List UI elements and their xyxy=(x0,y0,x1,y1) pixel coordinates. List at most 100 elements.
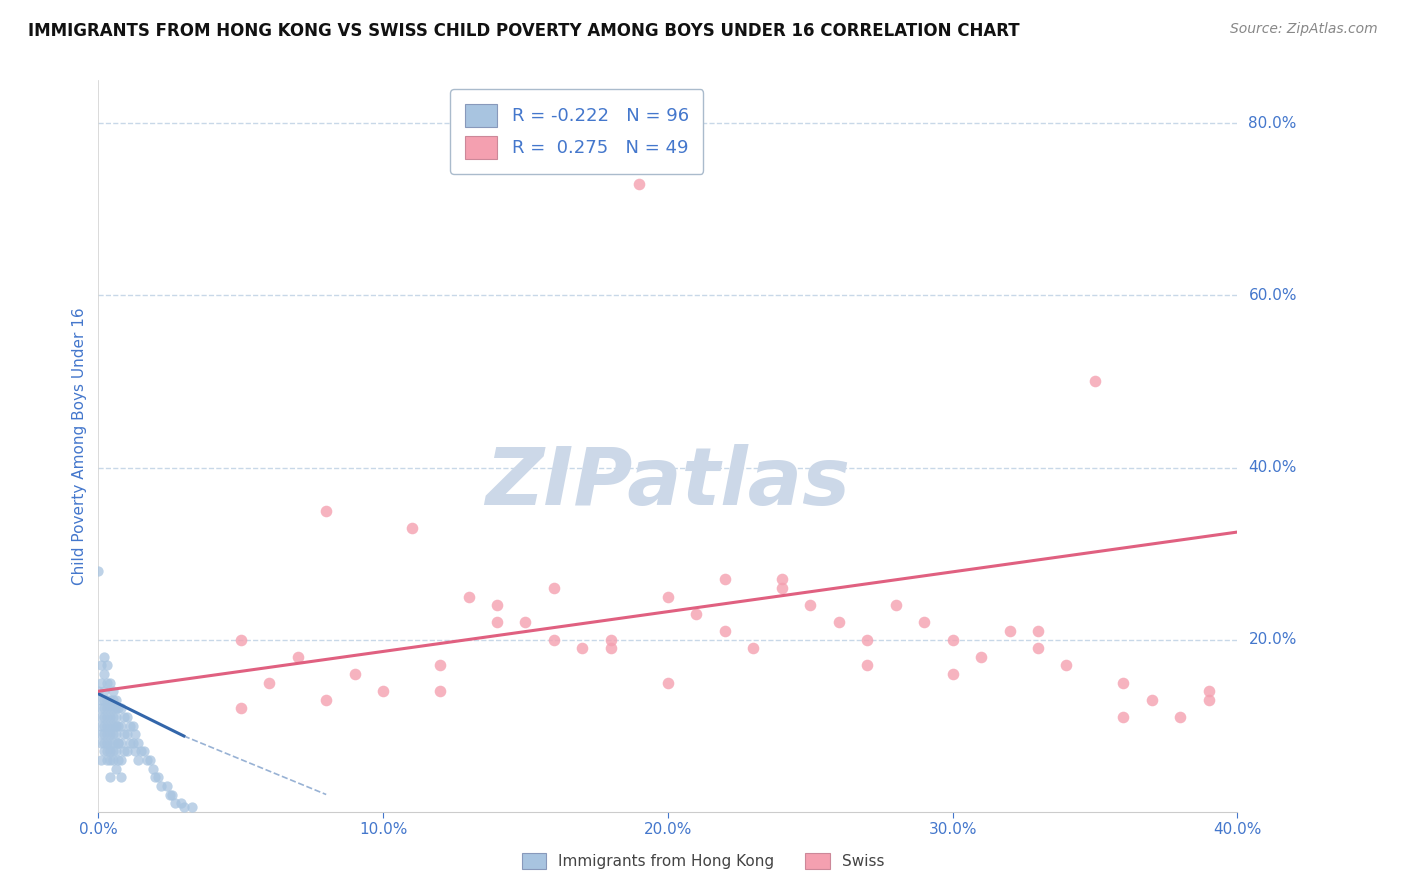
Point xyxy=(93,736,115,750)
Point xyxy=(127,736,149,750)
Point xyxy=(98,744,121,758)
Point xyxy=(104,744,127,758)
Point xyxy=(124,744,146,758)
Point xyxy=(98,719,121,733)
Point xyxy=(107,753,129,767)
Point xyxy=(98,675,121,690)
Point xyxy=(101,710,124,724)
Point xyxy=(101,719,124,733)
Point xyxy=(98,693,121,707)
Point xyxy=(657,590,679,604)
Point xyxy=(1170,710,1192,724)
Point xyxy=(107,701,129,715)
Point xyxy=(104,693,127,707)
Point xyxy=(107,736,129,750)
Point xyxy=(1140,693,1163,707)
Point xyxy=(101,684,124,698)
Point xyxy=(98,753,121,767)
Point xyxy=(90,693,112,707)
Point xyxy=(98,736,121,750)
Point xyxy=(828,615,851,630)
Point xyxy=(87,564,110,578)
Point xyxy=(141,762,163,776)
Point xyxy=(229,632,252,647)
Point xyxy=(742,641,765,656)
Point xyxy=(101,701,124,715)
Point xyxy=(998,624,1021,638)
Point xyxy=(124,727,146,741)
Point xyxy=(145,770,167,784)
Point xyxy=(98,710,121,724)
Point xyxy=(104,727,127,741)
Point xyxy=(229,701,252,715)
Point xyxy=(1026,624,1049,638)
Point xyxy=(104,762,127,776)
Point xyxy=(1084,375,1107,389)
Point xyxy=(96,753,118,767)
Point xyxy=(104,710,127,724)
Point xyxy=(1056,658,1078,673)
Point xyxy=(112,710,135,724)
Point xyxy=(657,675,679,690)
Point xyxy=(118,736,141,750)
Legend: Immigrants from Hong Kong, Swiss: Immigrants from Hong Kong, Swiss xyxy=(516,847,890,875)
Point xyxy=(93,701,115,715)
Point xyxy=(96,701,118,715)
Point xyxy=(457,590,479,604)
Point xyxy=(543,632,565,647)
Point xyxy=(112,727,135,741)
Point xyxy=(96,719,118,733)
Point xyxy=(970,649,993,664)
Point xyxy=(90,727,112,741)
Point xyxy=(1198,693,1220,707)
Point xyxy=(912,615,935,630)
Point xyxy=(856,632,879,647)
Point xyxy=(1112,675,1135,690)
Point xyxy=(942,667,965,681)
Point xyxy=(799,598,821,612)
Point xyxy=(1112,710,1135,724)
Point xyxy=(107,736,129,750)
Point xyxy=(115,710,138,724)
Point xyxy=(87,684,110,698)
Point xyxy=(129,744,152,758)
Point xyxy=(107,719,129,733)
Point xyxy=(93,727,115,741)
Point xyxy=(96,710,118,724)
Point xyxy=(571,641,593,656)
Point xyxy=(90,675,112,690)
Point xyxy=(287,649,309,664)
Point xyxy=(628,177,651,191)
Point xyxy=(714,624,737,638)
Point xyxy=(110,736,132,750)
Point xyxy=(93,719,115,733)
Point xyxy=(170,796,193,810)
Point xyxy=(93,744,115,758)
Text: ZIPatlas: ZIPatlas xyxy=(485,443,851,522)
Point xyxy=(162,788,184,802)
Point xyxy=(96,744,118,758)
Point xyxy=(110,701,132,715)
Point xyxy=(259,675,281,690)
Legend: R = -0.222   N = 96, R =  0.275   N = 49: R = -0.222 N = 96, R = 0.275 N = 49 xyxy=(450,89,703,174)
Point xyxy=(486,598,509,612)
Point xyxy=(181,800,204,814)
Point xyxy=(401,521,423,535)
Point xyxy=(165,796,187,810)
Point xyxy=(373,684,395,698)
Point xyxy=(770,581,793,595)
Point xyxy=(101,736,124,750)
Point xyxy=(110,770,132,784)
Point xyxy=(135,753,157,767)
Point xyxy=(884,598,907,612)
Point xyxy=(101,727,124,741)
Point xyxy=(112,744,135,758)
Point xyxy=(600,641,623,656)
Point xyxy=(96,658,118,673)
Text: 80.0%: 80.0% xyxy=(1249,116,1296,131)
Point xyxy=(138,753,160,767)
Point xyxy=(770,573,793,587)
Point xyxy=(104,701,127,715)
Point xyxy=(173,800,195,814)
Point xyxy=(93,667,115,681)
